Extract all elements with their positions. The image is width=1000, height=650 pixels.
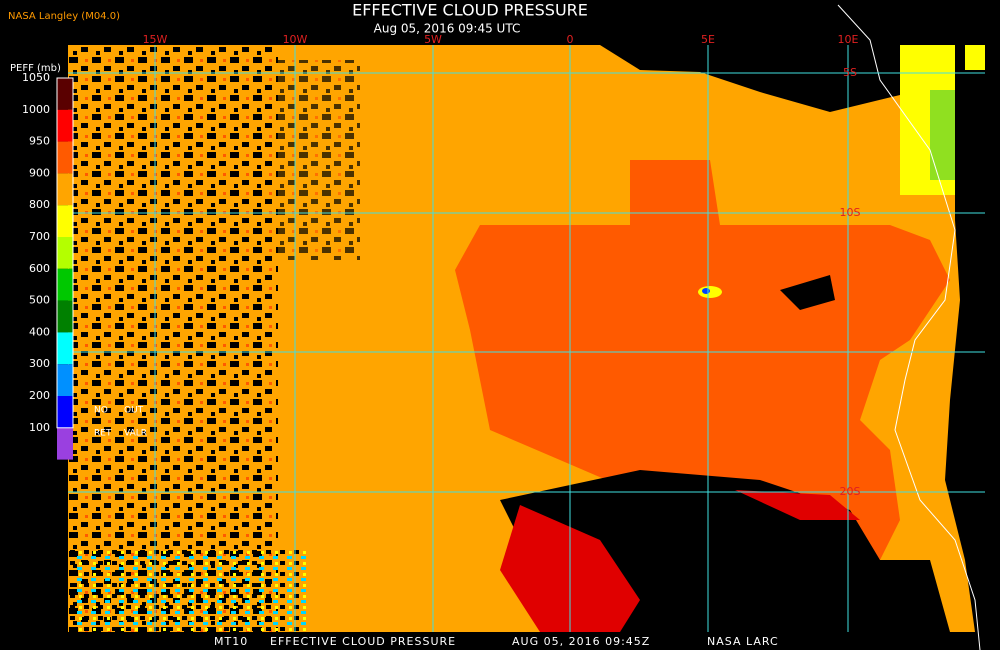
source-label: NASA Langley (M04.0) xyxy=(8,11,120,22)
colorbar-swatch xyxy=(57,396,73,428)
colorbar-swatch xyxy=(57,205,73,237)
latitude-label: 5S xyxy=(843,66,857,79)
longitude-label: 10E xyxy=(838,33,859,46)
colorbar-tick-label: 1050 xyxy=(22,71,50,84)
colorbar-swatch xyxy=(57,332,73,365)
colorbar-swatch xyxy=(57,300,73,333)
colorbar-frame xyxy=(56,77,74,429)
colorbar-tick-label: 1000 xyxy=(22,103,50,116)
colorbar-note: RET xyxy=(94,429,112,439)
colorbar-tick-label: 200 xyxy=(29,389,50,402)
colorbar-swatch xyxy=(57,78,73,110)
colorbar-tick-label: 700 xyxy=(29,230,50,243)
colorbar-label: PEFF (mb) xyxy=(10,63,61,74)
imagery xyxy=(68,4,985,650)
colorbar-tick-label: 400 xyxy=(29,325,50,338)
colorbar-swatch xyxy=(57,268,73,301)
footer-text: NASA LARC xyxy=(707,635,779,648)
longitude-label: 10W xyxy=(283,33,308,46)
colorbar-tick-label: 100 xyxy=(29,421,50,434)
longitude-label: 5E xyxy=(701,33,715,46)
colorbar-note: VALR xyxy=(124,429,147,439)
colorbar-tick-label: 800 xyxy=(29,198,50,211)
colorbar-tick-label: 300 xyxy=(29,357,50,370)
latitude-label: 10S xyxy=(840,206,861,219)
colorbar-swatch xyxy=(57,364,73,396)
footer-text: AUG 05, 2016 09:45Z xyxy=(512,635,650,648)
graticule: 15W 10W 5W 0 5E 10E 5S 10S 20S xyxy=(68,33,985,632)
colorbar-swatch xyxy=(57,237,73,269)
colorbar-note: OUT xyxy=(124,406,144,416)
footer-text: MT10 xyxy=(214,635,248,648)
colorbar-tick-label: 950 xyxy=(29,135,50,148)
map-subtitle: Aug 05, 2016 09:45 UTC xyxy=(374,22,521,36)
colorbar-swatch xyxy=(57,173,73,206)
longitude-label: 15W xyxy=(143,33,168,46)
map-title: EFFECTIVE CLOUD PRESSURE xyxy=(352,1,588,20)
longitude-label: 5W xyxy=(424,33,442,46)
footer: MT10 EFFECTIVE CLOUD PRESSURE AUG 05, 2016… xyxy=(214,635,779,648)
colorbar-tick-label: 500 xyxy=(29,294,50,307)
longitude-label: 0 xyxy=(567,33,574,46)
colorbar-swatch xyxy=(57,427,73,460)
colorbar-swatch xyxy=(57,109,73,142)
colorbar-tick-label: 900 xyxy=(29,166,50,179)
footer-text: EFFECTIVE CLOUD PRESSURE xyxy=(270,635,456,648)
colorbar-note: NO xyxy=(94,406,108,416)
colorbar-tick-label: 600 xyxy=(29,262,50,275)
latitude-label: 20S xyxy=(840,485,861,498)
colorbar-swatch xyxy=(57,141,73,174)
colorbar: 1050 1000 950 900 800 700 600 500 400 300 200 100 xyxy=(22,71,74,460)
